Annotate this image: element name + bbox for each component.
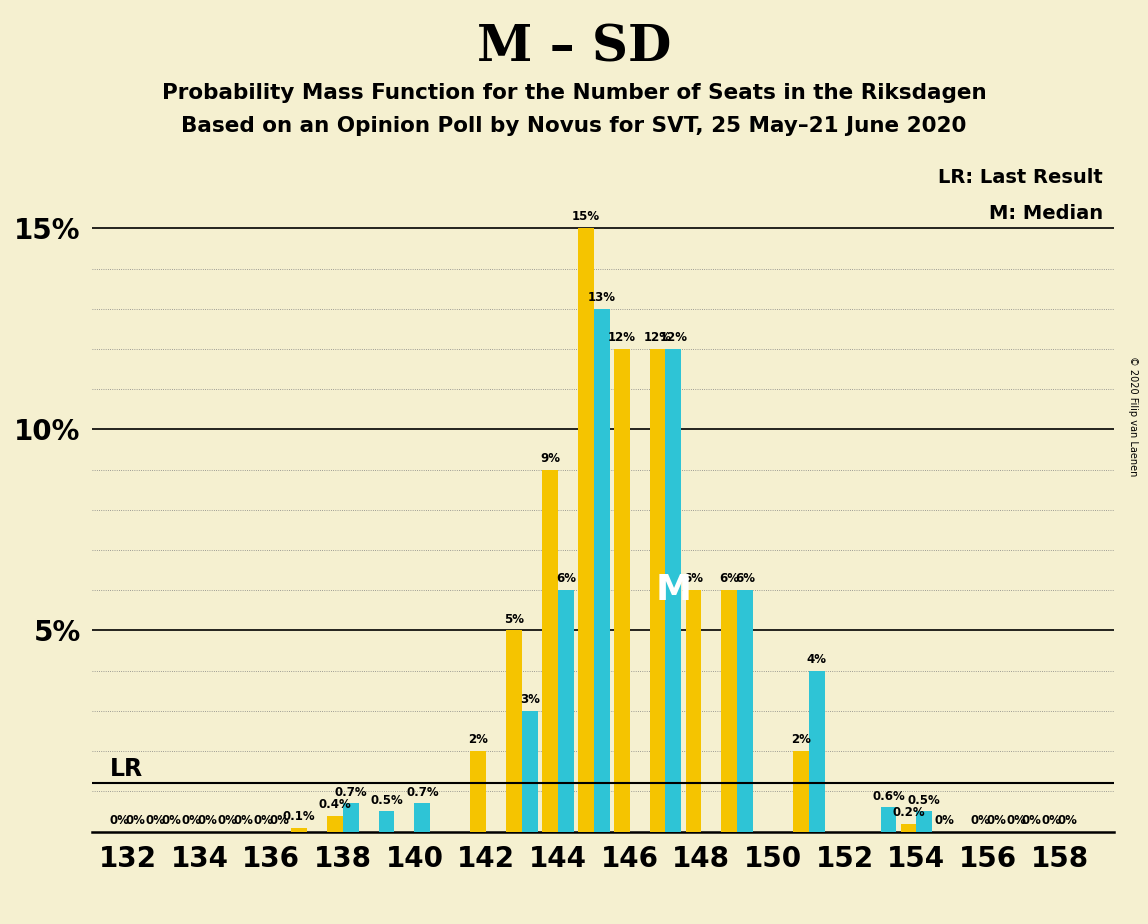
Bar <box>414 804 430 832</box>
Text: 0%: 0% <box>269 814 289 827</box>
Text: 0%: 0% <box>181 814 201 827</box>
Text: LR: Last Result: LR: Last Result <box>938 168 1103 187</box>
Text: 2%: 2% <box>791 734 810 747</box>
Bar <box>614 349 629 832</box>
Bar <box>666 349 681 832</box>
Text: © 2020 Filip van Laenen: © 2020 Filip van Laenen <box>1128 356 1138 476</box>
Text: 0%: 0% <box>146 814 165 827</box>
Text: 0%: 0% <box>970 814 990 827</box>
Bar <box>809 671 824 832</box>
Text: 0%: 0% <box>217 814 238 827</box>
Text: 0.5%: 0.5% <box>370 794 403 807</box>
Bar <box>881 808 897 832</box>
Text: 0.4%: 0.4% <box>318 797 351 810</box>
Bar <box>292 828 307 832</box>
Bar <box>577 228 594 832</box>
Text: 13%: 13% <box>588 291 615 304</box>
Text: 0%: 0% <box>110 814 130 827</box>
Text: 12%: 12% <box>659 331 688 344</box>
Text: LR: LR <box>110 758 142 782</box>
Text: 0%: 0% <box>233 814 253 827</box>
Text: 0%: 0% <box>1006 814 1026 827</box>
Text: 0.7%: 0.7% <box>334 785 367 798</box>
Text: 4%: 4% <box>807 653 827 666</box>
Text: 0%: 0% <box>197 814 217 827</box>
Text: 2%: 2% <box>468 734 488 747</box>
Bar <box>594 309 610 832</box>
Text: 0.1%: 0.1% <box>282 809 316 822</box>
Text: 5%: 5% <box>504 613 525 626</box>
Text: 0%: 0% <box>125 814 146 827</box>
Text: 6%: 6% <box>683 573 704 586</box>
Bar <box>343 804 358 832</box>
Text: 0%: 0% <box>1022 814 1041 827</box>
Text: 3%: 3% <box>520 693 540 706</box>
Text: 12%: 12% <box>644 331 672 344</box>
Text: Based on an Opinion Poll by Novus for SVT, 25 May–21 June 2020: Based on an Opinion Poll by Novus for SV… <box>181 116 967 136</box>
Text: 0.7%: 0.7% <box>406 785 439 798</box>
Bar <box>522 711 537 832</box>
Bar <box>916 811 932 832</box>
Bar <box>901 823 916 832</box>
Bar <box>685 590 701 832</box>
Text: 0%: 0% <box>1057 814 1078 827</box>
Bar <box>558 590 574 832</box>
Text: Probability Mass Function for the Number of Seats in the Riksdagen: Probability Mass Function for the Number… <box>162 83 986 103</box>
Text: 0%: 0% <box>1042 814 1062 827</box>
Text: 0.2%: 0.2% <box>892 806 925 819</box>
Bar <box>471 751 487 832</box>
Text: M – SD: M – SD <box>476 23 672 72</box>
Text: M: M <box>656 573 691 607</box>
Bar <box>506 630 522 832</box>
Text: 6%: 6% <box>556 573 576 586</box>
Text: 0%: 0% <box>254 814 273 827</box>
Text: 6%: 6% <box>720 573 739 586</box>
Text: 0%: 0% <box>934 814 954 827</box>
Text: 6%: 6% <box>735 573 755 586</box>
Bar <box>737 590 753 832</box>
Text: 15%: 15% <box>572 211 600 224</box>
Text: 9%: 9% <box>540 452 560 465</box>
Text: 0%: 0% <box>986 814 1006 827</box>
Bar <box>379 811 395 832</box>
Bar <box>650 349 666 832</box>
Text: M: Median: M: Median <box>988 204 1103 224</box>
Bar <box>542 469 558 832</box>
Text: 0.6%: 0.6% <box>872 790 905 803</box>
Bar <box>327 816 343 832</box>
Text: 0.5%: 0.5% <box>908 794 940 807</box>
Text: 0%: 0% <box>162 814 181 827</box>
Text: 12%: 12% <box>607 331 636 344</box>
Bar <box>793 751 809 832</box>
Bar <box>721 590 737 832</box>
